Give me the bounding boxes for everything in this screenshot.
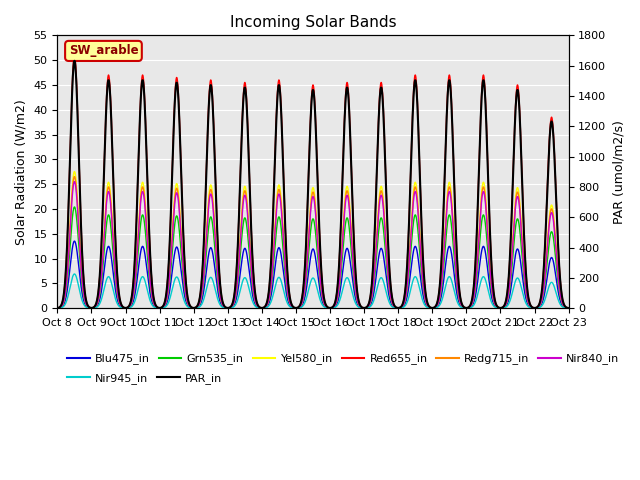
Y-axis label: PAR (umol/m2/s): PAR (umol/m2/s) — [612, 120, 625, 224]
Y-axis label: Solar Radiation (W/m2): Solar Radiation (W/m2) — [15, 99, 28, 245]
Title: Incoming Solar Bands: Incoming Solar Bands — [230, 15, 396, 30]
Legend: Nir945_in, PAR_in: Nir945_in, PAR_in — [63, 368, 227, 388]
Text: SW_arable: SW_arable — [68, 45, 138, 58]
